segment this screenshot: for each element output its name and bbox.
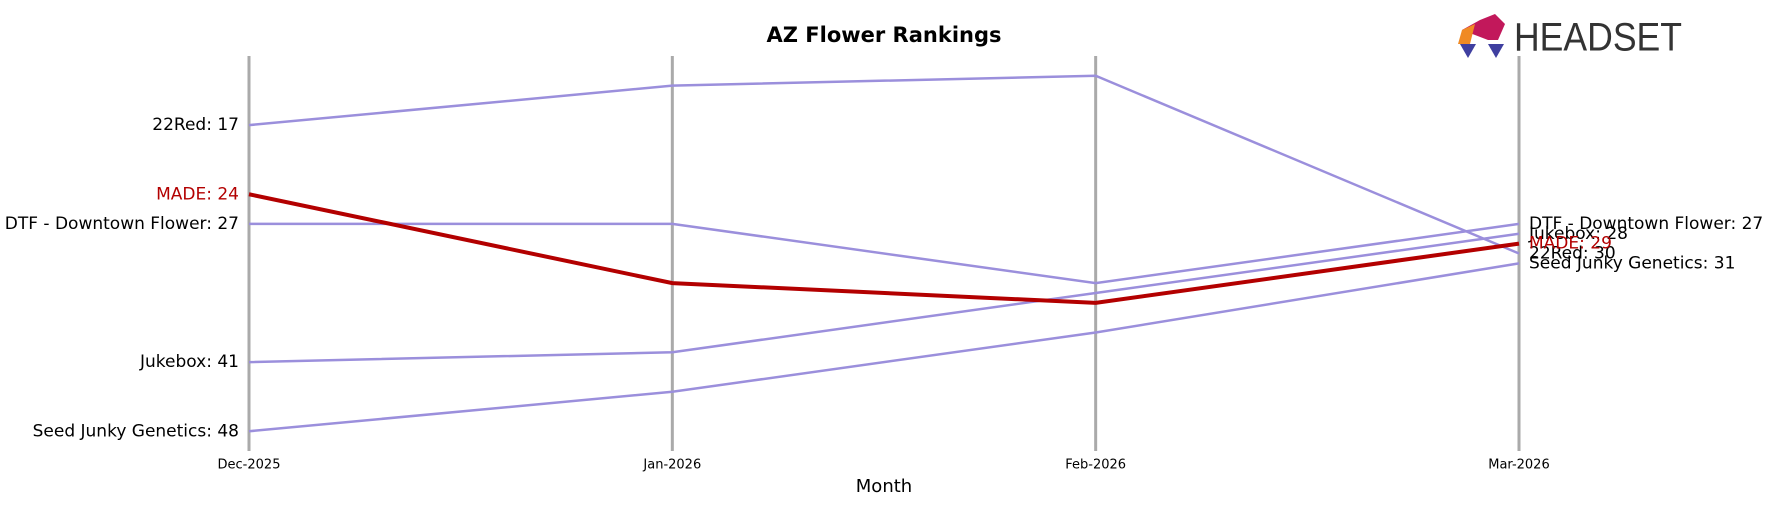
logo-mark bbox=[1488, 44, 1504, 58]
logo-mark bbox=[1460, 44, 1476, 58]
value-label: Seed Junky Genetics: 31 bbox=[1529, 253, 1735, 273]
x-tick-label: Dec-2025 bbox=[218, 458, 281, 473]
logo-mark bbox=[1458, 24, 1475, 44]
value-label: Jukebox: 28 bbox=[1528, 224, 1628, 244]
value-label: DTF - Downtown Flower: 27 bbox=[1529, 214, 1763, 234]
series-line bbox=[248, 192, 1520, 305]
value-label: 22Red: 17 bbox=[152, 115, 239, 135]
value-label: Seed Junky Genetics: 48 bbox=[33, 421, 239, 441]
value-label: 22Red: 30 bbox=[1529, 244, 1616, 264]
series-line bbox=[249, 222, 1520, 285]
x-tick-label: Mar-2026 bbox=[1488, 458, 1549, 473]
logo-text: HEADSET bbox=[1514, 16, 1682, 60]
x-tick-label: Jan-2026 bbox=[642, 458, 701, 473]
series-line bbox=[248, 74, 1520, 255]
value-label: DTF - Downtown Flower: 27 bbox=[5, 214, 239, 234]
value-label: MADE: 24 bbox=[156, 184, 239, 204]
series-line bbox=[248, 232, 1520, 364]
value-label: MADE: 29 bbox=[1529, 234, 1612, 254]
series-line bbox=[248, 262, 1520, 433]
value-label: Jukebox: 41 bbox=[139, 352, 239, 372]
logo: HEADSET bbox=[1458, 14, 1682, 60]
logo-mark bbox=[1462, 14, 1505, 40]
x-tick-label: Feb-2026 bbox=[1065, 458, 1126, 473]
x-axis-label: Month bbox=[856, 476, 912, 497]
chart-title: AZ Flower Rankings bbox=[766, 23, 1001, 47]
